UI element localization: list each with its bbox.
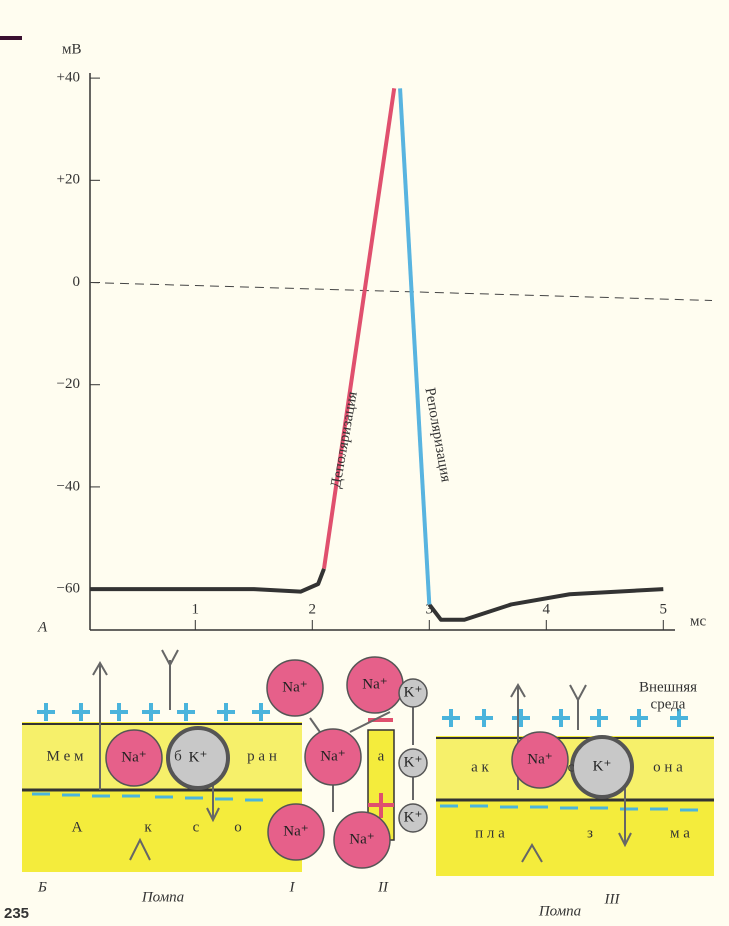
series-line bbox=[90, 567, 326, 594]
membrane-letters: о н а bbox=[653, 759, 683, 775]
ion-label: K⁺ bbox=[593, 758, 612, 774]
y-axis-label: мВ bbox=[62, 41, 82, 57]
y-tick-label: +20 bbox=[57, 172, 80, 188]
ion bbox=[266, 659, 324, 717]
series-line bbox=[427, 587, 664, 622]
ion-label: K⁺ bbox=[404, 684, 423, 700]
page-number: 235 bbox=[4, 905, 29, 922]
outer-medium: среда bbox=[651, 696, 686, 712]
ion-label: Na⁺ bbox=[320, 748, 345, 764]
membrane-letters: а bbox=[378, 748, 385, 764]
ion-label: Na⁺ bbox=[349, 831, 374, 847]
y-tick-label: −40 bbox=[57, 478, 80, 494]
caption: III bbox=[604, 891, 621, 907]
caption: Помпа bbox=[538, 903, 581, 919]
membrane-letters: а к bbox=[471, 759, 489, 775]
membrane-letters: р а н bbox=[247, 748, 277, 764]
ion-label: K⁺ bbox=[404, 809, 423, 825]
ion bbox=[333, 811, 391, 869]
series-line bbox=[398, 88, 432, 605]
ion bbox=[570, 735, 634, 799]
axon-letters: о bbox=[234, 819, 242, 835]
x-tick-label: 5 bbox=[660, 601, 668, 617]
ion bbox=[267, 803, 325, 861]
axon-letters: п л а bbox=[475, 825, 505, 841]
ion bbox=[398, 678, 428, 708]
panel-label: А bbox=[37, 619, 48, 635]
ion bbox=[398, 803, 428, 833]
ion bbox=[105, 729, 163, 787]
y-tick-label: +40 bbox=[57, 70, 80, 86]
axon-letters: А bbox=[72, 819, 83, 835]
ion bbox=[166, 726, 230, 790]
membrane-letters: б bbox=[174, 748, 182, 764]
series-line bbox=[322, 88, 397, 569]
axon-letters: к bbox=[144, 819, 152, 835]
ion-label: Na⁺ bbox=[362, 676, 387, 692]
y-tick-label: 0 bbox=[73, 274, 81, 290]
ion-label: Na⁺ bbox=[121, 749, 146, 765]
ion-label: Na⁺ bbox=[283, 823, 308, 839]
y-tick-label: −60 bbox=[57, 581, 80, 597]
plus-signs bbox=[37, 703, 688, 727]
ion-label: Na⁺ bbox=[527, 751, 552, 767]
x-tick-label: 2 bbox=[309, 601, 317, 617]
ion bbox=[511, 731, 569, 789]
x-axis-label: мс bbox=[690, 613, 706, 629]
ion bbox=[304, 728, 362, 786]
axon-letters: м а bbox=[670, 825, 690, 841]
minus-signs bbox=[32, 792, 698, 812]
y-tick-label: −20 bbox=[57, 376, 80, 392]
axon-letters: з bbox=[587, 825, 593, 841]
zero-line bbox=[89, 282, 713, 302]
panel-label: Б bbox=[37, 879, 47, 895]
x-tick-label: 4 bbox=[543, 601, 551, 617]
axon-letters: с bbox=[193, 819, 200, 835]
membrane-letters: с bbox=[568, 759, 575, 775]
ion-label: K⁺ bbox=[404, 754, 423, 770]
caption: II bbox=[377, 879, 389, 895]
ion-label: K⁺ bbox=[189, 749, 208, 765]
caption: Помпа bbox=[141, 889, 184, 905]
x-tick-label: 1 bbox=[192, 601, 200, 617]
ion bbox=[398, 748, 428, 778]
x-tick-label: 3 bbox=[426, 601, 434, 617]
ion-label: Na⁺ bbox=[282, 679, 307, 695]
membrane-letters: М е м bbox=[47, 748, 84, 764]
pore-plus bbox=[368, 793, 394, 818]
arrows bbox=[92, 649, 632, 863]
diagram: Na⁺ K⁺ Na⁺ Na⁺ Na⁺ Na⁺ Na⁺ K⁺ K⁺ K⁺ Na⁺ K⁺ М е м б р а… bbox=[4, 656, 697, 922]
decor-bar bbox=[0, 36, 22, 40]
caption: I bbox=[289, 879, 296, 895]
outer-medium: Внешняя bbox=[639, 679, 697, 695]
